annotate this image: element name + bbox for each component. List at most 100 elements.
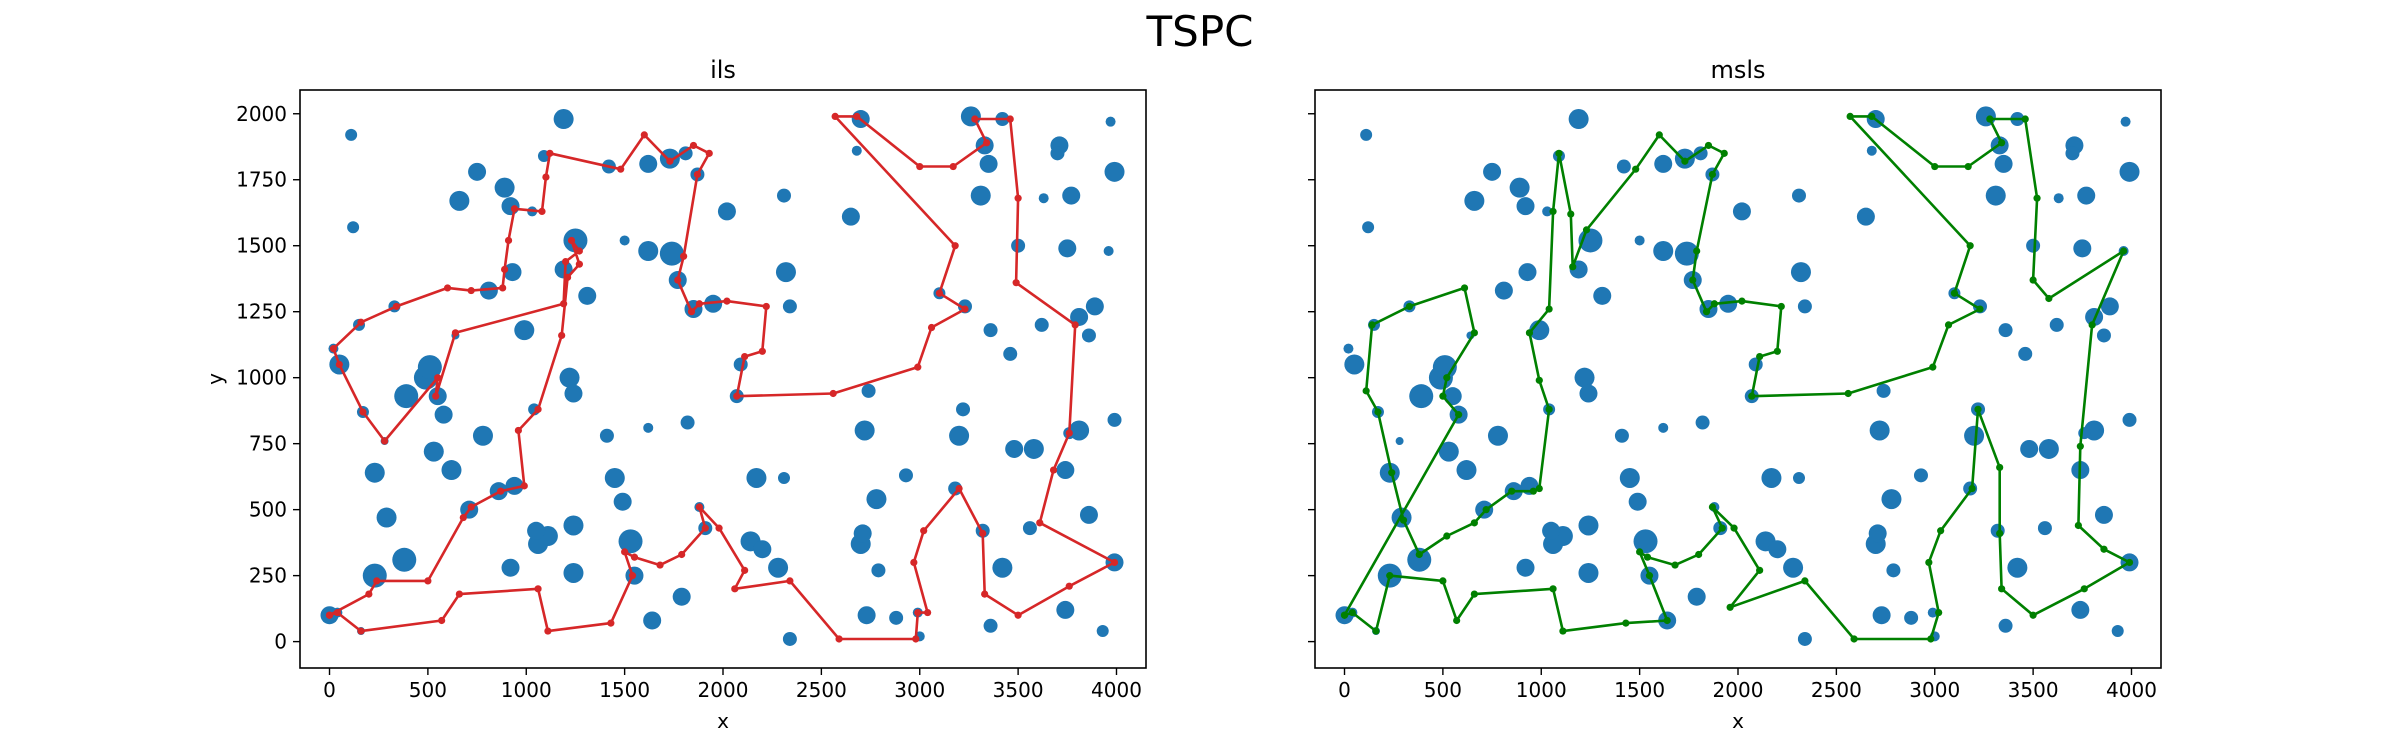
route-vertex [689,141,698,150]
city-point [1964,425,1985,446]
city-point [853,524,872,543]
route-vertex [1453,616,1461,625]
route-vertex [1777,302,1785,311]
y-tick-label: 1000 [236,366,287,390]
city-point [1023,438,1044,459]
city-point [2038,438,2059,459]
route-vertex [1470,590,1478,598]
route-vertex [455,590,463,598]
route-vertex [575,260,583,268]
route-vertex [1049,466,1058,474]
route-vertex [695,300,703,308]
route-vertex [701,524,709,532]
city-point [1687,587,1706,606]
city-point [1593,286,1612,305]
city-point [434,405,453,424]
route-vertex [1386,572,1394,580]
route-vertex [534,585,542,593]
city-point [1579,384,1598,403]
route-vertex [693,170,702,179]
route-vertex [758,347,766,355]
route-vertex [621,548,629,556]
route-vertex [542,173,550,181]
city-point [1516,197,1535,216]
city-point [1633,529,1658,554]
route-vertex [1974,405,1982,413]
route-vertex [325,611,334,619]
route-vertex [1470,329,1478,337]
city-point [559,367,580,388]
route-vertex [1931,162,1939,171]
route-vertex [910,558,918,567]
city-point [1050,146,1065,161]
route-vertex [357,627,365,635]
route-vertices [325,112,1119,643]
route-vertex [1439,577,1447,585]
city-point [1985,185,2006,206]
route-vertex [451,329,460,337]
subplot-msls: msls 0 500 1000 1500 2000 2500 3000 3500 4000 x [1308,56,2162,733]
route-vertex [1374,408,1382,416]
route-vertex [1996,463,2004,472]
route-vertex [514,426,522,435]
scatter-points [320,106,1125,646]
route-vertex [1405,302,1414,311]
route-vertex [630,553,639,561]
city-point [2096,328,2111,343]
route-vertex [829,389,837,398]
city-point [1105,116,1116,127]
route-vertex [2029,276,2037,284]
route-vertex [961,305,969,313]
route-vertex [499,284,507,292]
city-point [563,228,588,253]
x-axis: 0 500 1000 1500 2000 2500 3000 3500 4000 [1338,668,2157,702]
route-vertex [567,236,576,245]
city-point [2111,625,2124,638]
city-point [1518,263,1537,282]
city-point [1079,505,1098,524]
figure-title: TSPC [1146,7,1254,56]
route-vertex [1545,405,1553,413]
city-point [979,154,998,173]
city-point [1344,354,1365,375]
route-vertex [1693,247,1701,255]
y-tick-label: 2000 [236,102,287,126]
route-vertex [1482,506,1490,514]
route-vertex [560,300,568,308]
city-point [1790,262,1811,283]
city-point [618,529,643,554]
city-point [494,177,515,198]
route-vertex [762,302,770,311]
city-point [1791,188,1806,203]
x-tick-label: 3500 [2008,678,2059,702]
city-point [1509,177,1530,198]
city-point [2020,439,2039,458]
route-vertex [1708,503,1717,511]
route-vertex [359,408,367,416]
x-tick-label: 2500 [1811,678,1862,702]
city-point [1797,299,1812,314]
city-point [514,320,535,341]
city-point [1628,492,1647,511]
route-vertex [381,437,389,445]
city-point [1578,562,1599,583]
route-vertex [1935,608,1943,617]
city-point [1904,610,1919,625]
route-vertex [2080,585,2088,593]
city-point [1107,412,1122,427]
city-point [449,190,470,211]
city-point [563,515,584,536]
city-point [1456,460,1477,481]
route-vertex [927,323,936,332]
route-vertex [1846,112,1854,120]
city-point [2065,146,2080,161]
route-vertex [1950,289,1959,297]
route-vertex [1014,194,1022,202]
city-point [1886,563,1901,578]
route-vertex [680,252,688,260]
route-vertex [951,242,959,250]
city-point [479,281,498,300]
route-vertex [741,566,749,574]
city-point [619,235,630,246]
city-point [1866,145,1877,156]
